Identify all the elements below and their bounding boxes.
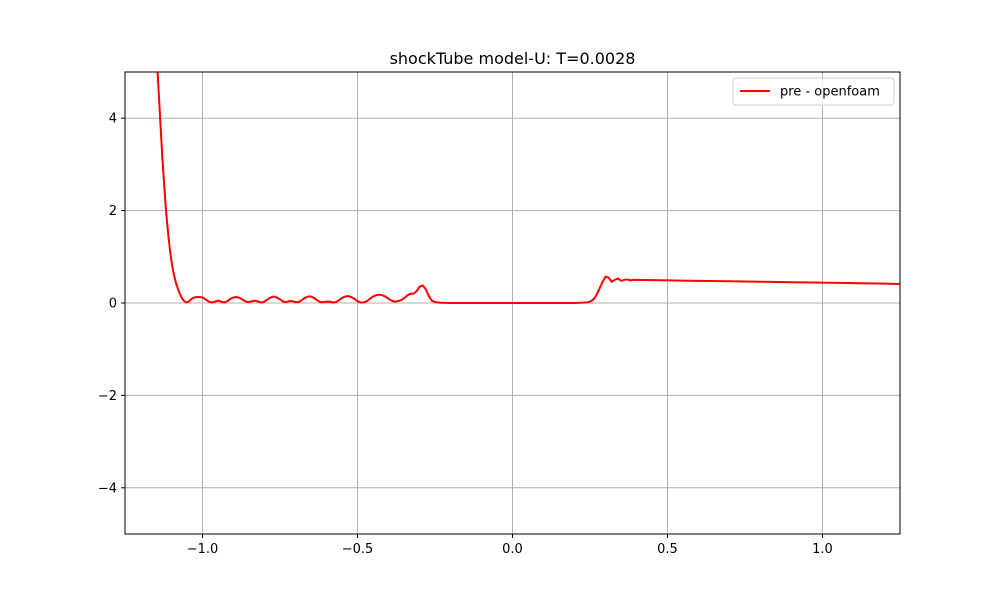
y-tick-label: 2 — [109, 204, 117, 219]
x-tick-label: −1.0 — [187, 542, 219, 557]
legend-label-pre-openfoam: pre - openfoam — [780, 85, 880, 100]
y-axis: −4 −2 0 2 4 — [98, 112, 125, 496]
x-tick-label: 1.0 — [812, 542, 833, 557]
x-tick-label: 0.5 — [657, 542, 678, 557]
x-tick-label: 0.0 — [502, 542, 523, 557]
y-tick-label: 4 — [109, 112, 117, 127]
x-tick-label: −0.5 — [342, 542, 374, 557]
x-axis: −1.0 −0.5 0.0 0.5 1.0 — [187, 534, 833, 557]
y-tick-label: −2 — [98, 389, 117, 404]
series-line-pre-openfoam — [156, 72, 900, 304]
legend: pre - openfoam — [732, 77, 895, 106]
y-tick-label: −4 — [98, 481, 117, 496]
legend-box — [732, 77, 895, 106]
series-layer — [156, 72, 900, 304]
chart-title: shockTube model-U: T=0.0028 — [390, 49, 636, 68]
y-tick-label: 0 — [109, 297, 117, 312]
